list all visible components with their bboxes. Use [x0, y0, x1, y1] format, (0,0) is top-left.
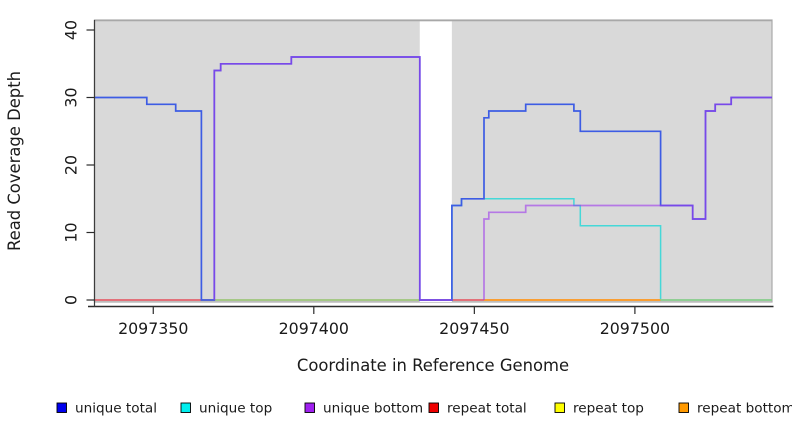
y-tick-label: 10 — [62, 222, 81, 242]
legend-swatch-repeat-total — [428, 402, 439, 413]
legend-label-repeat-bottom: repeat bottom — [697, 401, 792, 417]
x-tick-label: 2097400 — [279, 319, 349, 338]
y-tick-label: 0 — [62, 295, 81, 305]
legend-swatch-repeat-top — [554, 402, 565, 413]
x-axis-title: Coordinate in Reference Genome — [297, 356, 569, 375]
x-tick-label: 2097500 — [600, 319, 670, 338]
y-tick-label: 30 — [62, 87, 81, 107]
y-axis-title: Read Coverage Depth — [5, 71, 24, 251]
legend-swatch-unique-total — [56, 402, 67, 413]
legend-label-repeat-top: repeat top — [573, 401, 644, 417]
legend-label-unique-top: unique top — [199, 401, 272, 417]
x-tick-label: 2097450 — [439, 319, 509, 338]
series-unique-bottom — [213, 56, 452, 301]
legend-swatch-unique-bottom — [304, 402, 315, 413]
y-tick-label: 40 — [62, 20, 81, 40]
legend-label-unique-total: unique total — [75, 401, 157, 417]
masked-region — [419, 21, 452, 303]
legend-label-unique-bottom: unique bottom — [323, 401, 423, 417]
y-tick-label: 20 — [62, 155, 81, 175]
legend-swatch-unique-top — [180, 402, 191, 413]
legend-swatch-repeat-bottom — [678, 402, 689, 413]
series-unique-bottom — [483, 96, 772, 300]
x-tick-label: 2097350 — [118, 319, 188, 338]
legend-label-repeat-total: repeat total — [447, 401, 527, 417]
